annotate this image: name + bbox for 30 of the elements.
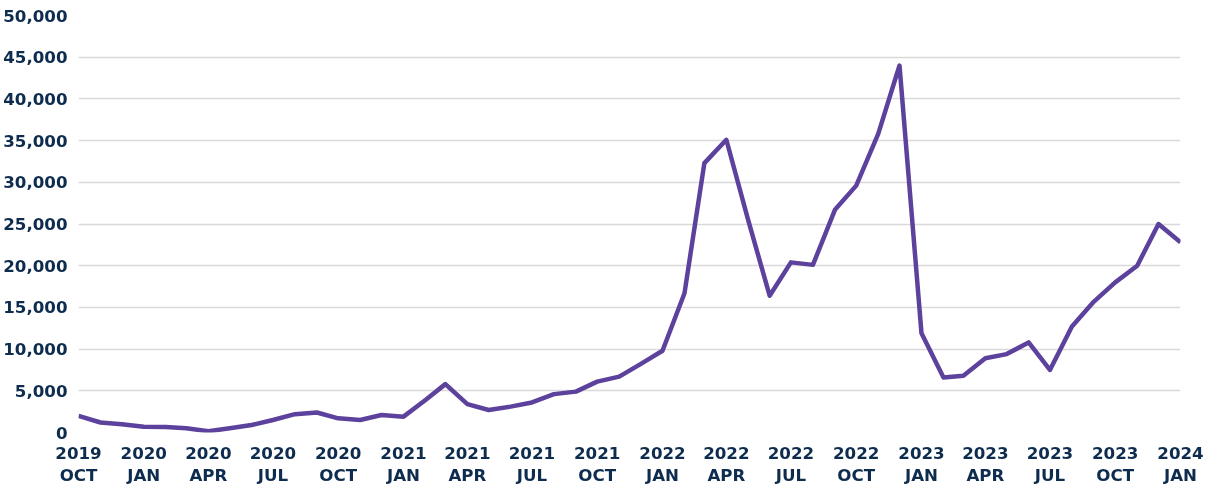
y-tick-label: 30,000 [3, 173, 68, 193]
x-tick-label: 2020 APR [185, 443, 232, 486]
line-series [78, 63, 1181, 433]
x-tick-label: 2021 APR [444, 443, 491, 486]
x-tick-label: 2021 JUL [508, 443, 556, 486]
y-tick-label: 40,000 [3, 89, 68, 109]
y-tick-label: 50,000 [3, 6, 68, 26]
x-tick-label: 2022 OCT [833, 443, 880, 486]
x-tick-label: 2020 JAN [120, 443, 167, 486]
y-tick-label: 0 [55, 423, 68, 443]
y-tick-label: 15,000 [3, 298, 68, 318]
y-tick-label: 35,000 [3, 131, 68, 151]
x-tick-label: 2022 APR [703, 443, 750, 486]
x-tick-label: 2023 OCT [1092, 443, 1139, 486]
x-tick-label: 2019 OCT [55, 443, 102, 486]
x-tick-label: 2022 JUL [767, 443, 815, 486]
x-tick-label: 2024 JAN [1157, 443, 1204, 486]
x-tick-label: 2023 JUL [1026, 443, 1074, 486]
y-tick-label: 25,000 [3, 215, 68, 234]
x-tick-label: 2020 OCT [315, 443, 362, 486]
y-tick-label: 45,000 [3, 48, 68, 68]
x-tick-label: 2023 JAN [898, 443, 945, 486]
x-tick-label: 2023 APR [962, 443, 1009, 486]
x-tick-label: 2021 OCT [574, 443, 621, 486]
y-tick-label: 10,000 [3, 340, 68, 360]
x-tick-label: 2022 JAN [639, 443, 686, 486]
x-tick-label: 2021 JAN [380, 443, 427, 486]
x-tick-label: 2020 JUL [249, 443, 297, 486]
y-tick-label: 20,000 [3, 256, 68, 276]
y-tick-label: 5,000 [14, 381, 68, 401]
